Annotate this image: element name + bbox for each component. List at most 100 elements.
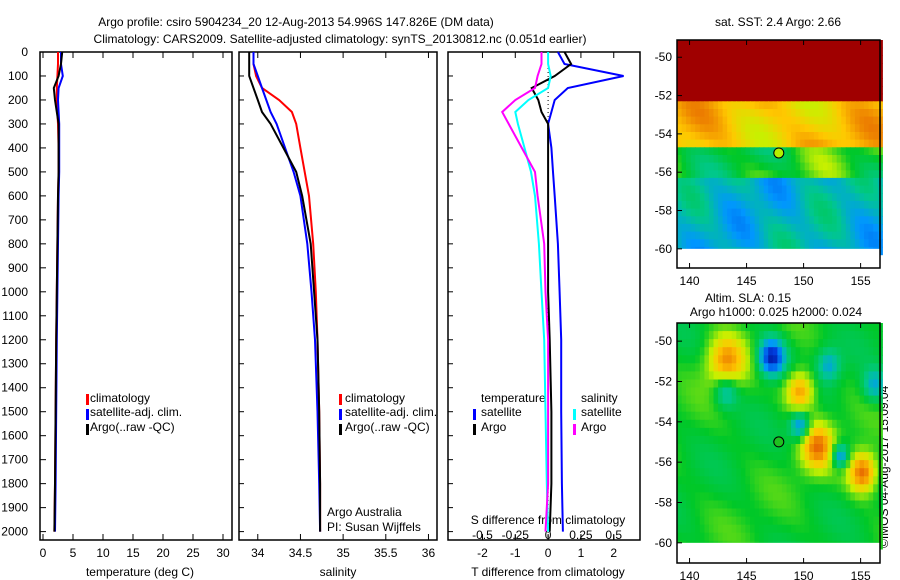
map-cell	[763, 216, 769, 225]
map-cell	[686, 371, 692, 381]
map-cell	[754, 371, 760, 381]
map-cell	[836, 323, 842, 332]
map-cell	[704, 524, 710, 534]
map-cell	[845, 379, 851, 389]
map-cell	[832, 177, 838, 187]
map-cell	[809, 411, 815, 421]
map-cell	[736, 419, 742, 429]
map-cell	[708, 452, 715, 461]
x-tick-label: 145	[737, 274, 757, 288]
map-cell	[873, 395, 879, 405]
map-cell	[800, 492, 806, 502]
map-cell	[759, 347, 765, 356]
map-cell	[718, 363, 724, 372]
map-cell	[854, 339, 861, 348]
map-cell	[800, 484, 806, 493]
map-cell	[690, 411, 696, 421]
map-cell	[722, 379, 728, 389]
map-cell	[704, 86, 710, 95]
map-cell	[781, 371, 788, 381]
series-line-temperature-argo	[530, 51, 573, 532]
map-cell	[850, 55, 856, 64]
map-cell	[823, 355, 829, 364]
map-cell	[718, 78, 724, 87]
map-cell	[781, 93, 788, 102]
map-cell	[868, 427, 874, 437]
map-cell	[791, 63, 797, 72]
map-cell	[868, 460, 874, 469]
map-cell	[795, 387, 801, 397]
map-cell	[836, 185, 842, 194]
map-cell	[859, 500, 865, 510]
map-cell	[864, 460, 870, 469]
map-cell	[722, 435, 728, 445]
map-cell	[704, 216, 710, 225]
map-cell	[832, 460, 838, 469]
map-cell	[804, 460, 810, 469]
map-cell	[791, 339, 797, 348]
map-cell	[795, 524, 801, 534]
map-cell	[750, 500, 756, 510]
map-cell	[727, 468, 733, 477]
map-cell	[845, 395, 851, 405]
series-line-argo-raw-qc-	[248, 52, 322, 532]
map-cell	[868, 86, 874, 95]
map-cell	[745, 508, 751, 518]
map-cell	[695, 387, 701, 397]
map-cell	[841, 208, 847, 217]
map-cell	[859, 216, 865, 225]
map-cell	[686, 500, 692, 510]
map-cell	[791, 231, 797, 240]
map-cell	[813, 193, 820, 202]
map-cell	[695, 427, 701, 437]
map-cell	[718, 387, 724, 397]
map-cell	[745, 124, 751, 133]
map-cell	[754, 147, 760, 156]
map-cell	[772, 223, 778, 233]
map-cell	[813, 155, 820, 164]
map-cell	[768, 231, 774, 240]
map-cell	[836, 101, 842, 110]
map-cell	[772, 339, 778, 348]
map-cell	[859, 411, 865, 421]
map-cell	[699, 101, 705, 110]
map-cell	[868, 419, 874, 429]
map-cell	[795, 435, 801, 445]
series-line-satellite-adj-clim-	[252, 52, 322, 532]
map-cell	[868, 116, 874, 125]
map-cell	[859, 63, 865, 72]
map-cell	[804, 500, 810, 510]
map-cell	[708, 411, 715, 421]
map-cell	[818, 435, 824, 445]
map-cell	[713, 532, 719, 542]
map-cell	[708, 93, 715, 102]
map-cell	[864, 155, 870, 164]
map-cell	[745, 444, 751, 453]
map-cell	[777, 500, 783, 510]
map-cell	[736, 444, 742, 453]
map-cell	[864, 216, 870, 225]
map-cell	[708, 419, 715, 429]
map-cell	[768, 323, 774, 332]
y-tick-label: 1100	[2, 309, 28, 323]
map-cell	[759, 223, 765, 233]
map-cell	[850, 452, 856, 461]
map-cell	[686, 223, 692, 233]
map-cell	[818, 40, 824, 49]
map-cell	[740, 70, 747, 79]
map-cell	[754, 347, 760, 356]
map-cell	[718, 208, 724, 217]
map-cell	[713, 484, 719, 493]
map-cell	[713, 371, 719, 381]
map-cell	[841, 339, 847, 348]
map-cell	[759, 435, 765, 445]
map-cell	[873, 185, 879, 194]
map-cell	[677, 403, 683, 413]
map-cell	[832, 419, 838, 429]
map-cell	[813, 101, 820, 110]
map-cell	[768, 403, 774, 413]
map-cell	[827, 435, 833, 445]
map-cell	[690, 379, 696, 389]
map-cell	[736, 452, 742, 461]
map-cell	[786, 363, 792, 372]
